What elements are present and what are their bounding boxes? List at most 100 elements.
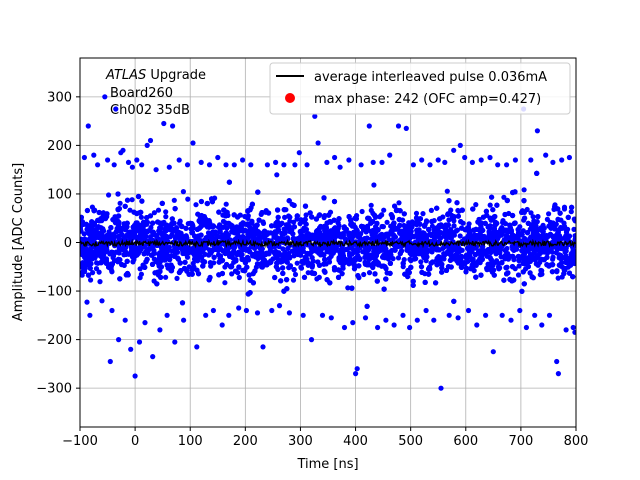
scatter-point xyxy=(529,274,535,280)
scatter-point xyxy=(387,260,393,266)
scatter-point xyxy=(455,213,461,219)
scatter-point xyxy=(336,255,342,261)
scatter-point xyxy=(347,253,353,259)
scatter-point xyxy=(218,258,224,264)
scatter-point xyxy=(210,229,216,235)
scatter-point xyxy=(457,233,463,239)
scatter-point xyxy=(504,197,510,204)
scatter-point xyxy=(500,219,506,226)
scatter-point xyxy=(192,233,198,239)
scatter-point xyxy=(242,260,248,266)
scatter-point xyxy=(388,212,394,218)
scatter-point xyxy=(371,260,377,266)
scatter-point xyxy=(372,230,378,236)
scatter-point xyxy=(150,229,156,235)
scatter-point xyxy=(298,264,304,270)
scatter-point xyxy=(185,196,191,202)
scatter-point xyxy=(189,229,195,235)
scatter-point xyxy=(382,264,388,270)
scatter-point xyxy=(318,223,324,230)
scatter-point xyxy=(521,251,527,257)
scatter-point xyxy=(223,233,229,239)
scatter-point xyxy=(537,259,543,265)
scatter-point xyxy=(253,250,259,256)
scatter-point xyxy=(400,260,406,266)
scatter-point xyxy=(375,227,381,233)
scatter-point xyxy=(316,274,322,280)
scatter-point xyxy=(444,188,450,194)
scatter-point xyxy=(341,257,347,264)
scatter-point xyxy=(383,276,389,282)
scatter-point xyxy=(365,260,371,266)
scatter-point xyxy=(106,192,112,198)
scatter-point xyxy=(473,274,479,280)
scatter-point xyxy=(429,223,435,229)
scatter-point xyxy=(99,259,105,265)
scatter-point xyxy=(282,230,288,236)
scatter-point xyxy=(313,216,319,222)
scatter-point xyxy=(250,253,256,259)
scatter-point xyxy=(336,216,342,222)
scatter-point xyxy=(88,237,94,243)
scatter-point xyxy=(467,231,473,237)
scatter-point xyxy=(278,278,284,284)
scatter-point xyxy=(339,271,345,277)
scatter-point xyxy=(535,214,541,220)
scatter-point xyxy=(368,220,374,226)
scatter-point xyxy=(448,264,454,270)
scatter-point xyxy=(167,257,173,263)
scatter-point xyxy=(491,272,497,278)
scatter-point xyxy=(490,207,496,213)
scatter-point xyxy=(385,231,391,237)
scatter-point xyxy=(451,214,457,220)
scatter-point xyxy=(116,206,122,212)
scatter-point xyxy=(384,251,390,257)
scatter-point xyxy=(157,250,163,256)
scatter-point xyxy=(352,215,358,221)
scatter-point xyxy=(128,229,134,235)
scatter-point xyxy=(174,229,180,235)
scatter-point xyxy=(301,274,308,280)
scatter-point xyxy=(447,229,453,235)
scatter-point xyxy=(264,260,270,266)
scatter-point xyxy=(217,222,223,228)
scatter-point xyxy=(281,207,287,213)
scatter-point xyxy=(124,270,131,277)
scatter-point xyxy=(317,236,323,242)
scatter-point xyxy=(340,232,346,238)
scatter-point xyxy=(548,225,554,231)
scatter-point xyxy=(374,220,380,226)
scatter-point xyxy=(356,263,362,269)
scatter-point xyxy=(114,228,120,234)
scatter-point xyxy=(544,262,550,268)
scatter-point xyxy=(482,250,488,256)
scatter-point xyxy=(146,228,152,234)
scatter-point xyxy=(538,225,544,231)
scatter-point xyxy=(314,227,321,234)
scatter-point xyxy=(269,223,275,229)
scatter-point xyxy=(420,230,426,236)
scatter-point xyxy=(534,219,540,225)
scatter-point xyxy=(279,258,285,264)
scatter-point xyxy=(454,200,460,206)
scatter-point xyxy=(117,276,123,282)
scatter-point xyxy=(337,249,343,255)
scatter-point xyxy=(108,225,114,231)
scatter-point xyxy=(259,210,265,216)
scatter-point xyxy=(420,211,426,217)
scatter-point xyxy=(408,232,414,238)
scatter-point xyxy=(149,261,156,267)
scatter-point xyxy=(521,198,527,204)
scatter-point xyxy=(281,252,287,258)
scatter-point xyxy=(80,236,84,242)
scatter-point xyxy=(476,249,482,255)
scatter-point xyxy=(565,214,571,220)
scatter-point xyxy=(168,226,175,232)
scatter-point xyxy=(544,216,551,222)
scatter-point xyxy=(80,269,86,275)
scatter-point xyxy=(555,234,561,240)
scatter-point xyxy=(123,251,129,257)
scatter-point xyxy=(433,280,439,286)
scatter-point xyxy=(335,274,342,280)
